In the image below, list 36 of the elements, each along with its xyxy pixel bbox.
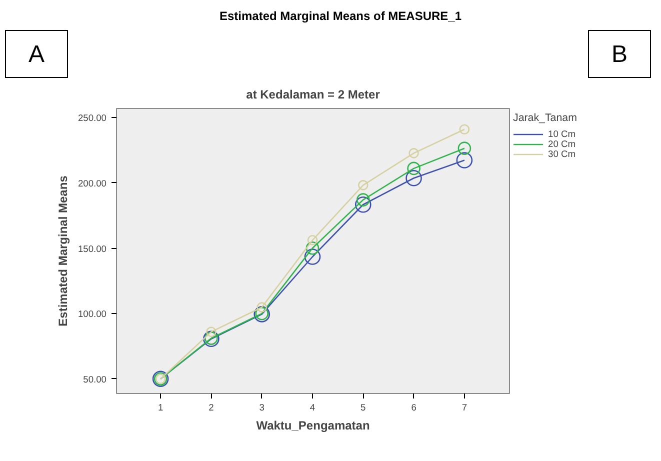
x-tick-label: 2 [208, 402, 214, 412]
chart-title: Estimated Marginal Means of MEASURE_1 [219, 8, 462, 25]
point [407, 162, 420, 176]
legend-title: Jarak_Tanam [513, 112, 577, 124]
point [354, 196, 372, 213]
x-tick-label: 6 [411, 402, 416, 412]
point [406, 170, 422, 186]
point [356, 193, 370, 206]
point [304, 248, 321, 265]
point [458, 142, 472, 155]
text: A [28, 40, 44, 70]
chart-subtitle: at Kedalaman = 2 Meter [246, 88, 380, 102]
y-tick-label: 100.00 [78, 309, 106, 320]
text: B [611, 40, 628, 70]
legend-label: 10 Cm [548, 129, 576, 139]
point [206, 326, 216, 337]
x-tick-label: 1 [158, 402, 164, 412]
point [256, 302, 267, 312]
point [408, 148, 419, 158]
x-axis-title: Waktu_Pengamatan [256, 418, 370, 432]
y-tick-label: 50.00 [83, 374, 106, 384]
y-tick-label: 200.00 [78, 178, 106, 188]
x-tick-label: 7 [462, 402, 468, 412]
x-tick-label: 3 [259, 402, 264, 412]
point [358, 180, 368, 190]
point [459, 124, 470, 135]
y-tick-label: 250.00 [78, 113, 106, 124]
y-axis-title: Estimated Marginal Means [56, 175, 70, 326]
point [307, 235, 318, 246]
x-tick-label: 5 [360, 402, 366, 412]
x-tick-label: 4 [310, 402, 316, 412]
legend-label: 30 Cm [548, 149, 576, 159]
point [456, 152, 473, 168]
point [306, 241, 320, 255]
legend-label: 20 Cm [548, 139, 576, 149]
y-tick-label: 150.00 [78, 244, 106, 254]
